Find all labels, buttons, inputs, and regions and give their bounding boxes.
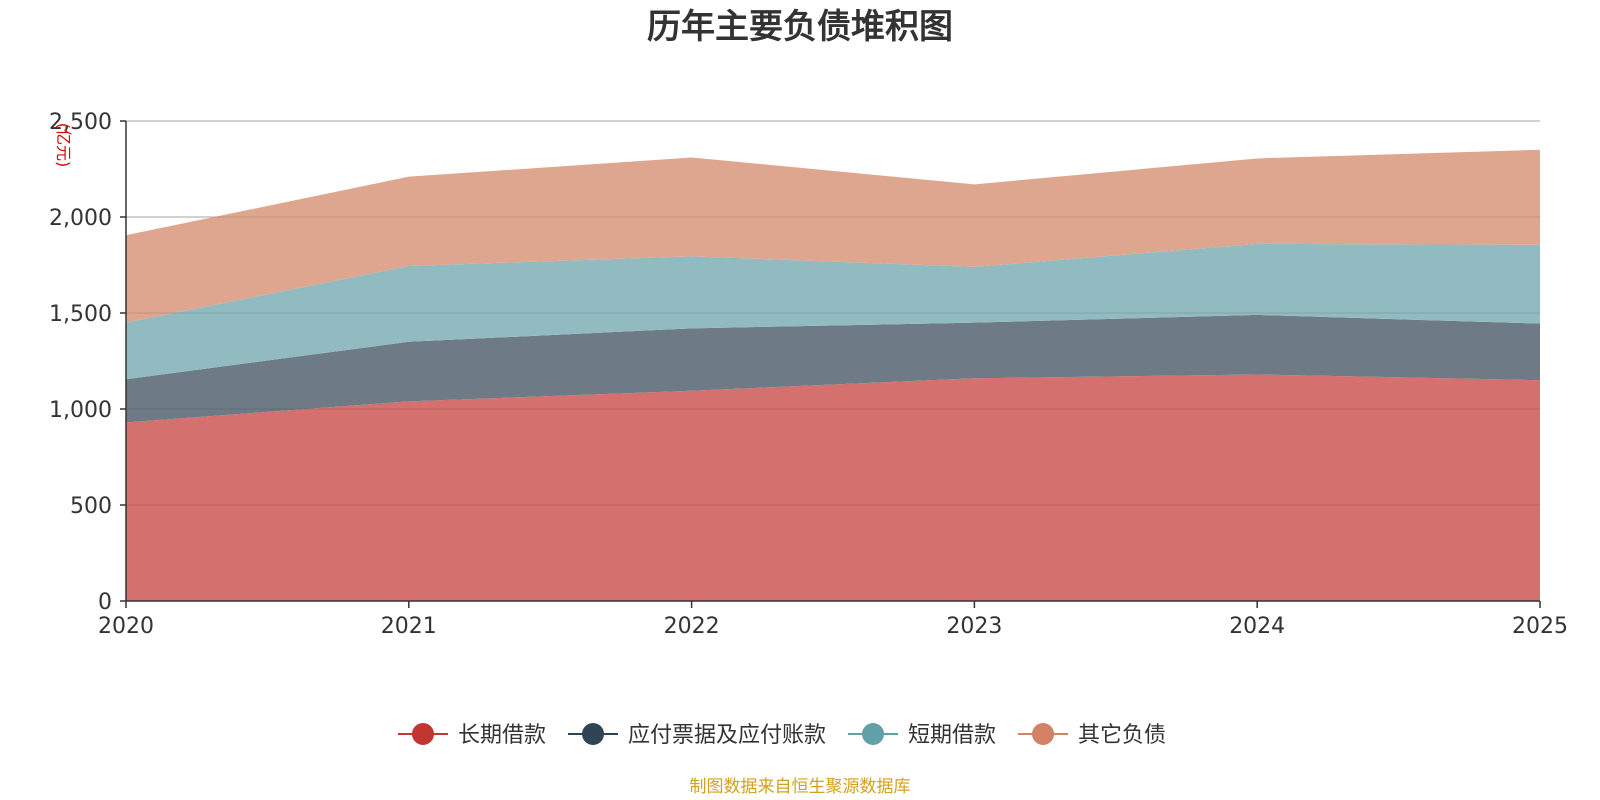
y-tick-label: 1,000: [49, 398, 112, 423]
y-tick-label: 500: [70, 494, 112, 519]
area-series-4: [126, 149, 1540, 323]
legend-item-2[interactable]: 应付票据及应付账款: [568, 723, 826, 748]
legend-label: 短期借款: [908, 723, 996, 748]
x-tick-label: 2021: [381, 614, 437, 639]
legend-marker: [862, 723, 885, 745]
x-tick-label: 2023: [946, 614, 1002, 639]
x-tick-label: 2022: [664, 614, 720, 639]
legend-marker: [582, 723, 605, 745]
y-tick-label: 2,000: [49, 206, 112, 231]
legend-marker: [1032, 723, 1055, 745]
legend-item-1[interactable]: 长期借款: [398, 723, 546, 748]
axes: 0 500 1,000 1,500 2,000 2,500 2020 2021 2022 2023…: [49, 110, 1568, 639]
source-note: 制图数据来自恒生聚源数据库: [690, 777, 911, 797]
x-tick-label: 2020: [98, 614, 154, 639]
area-series: [126, 120, 1540, 601]
y-tick-label: 1,500: [49, 302, 112, 327]
chart-title: 历年主要负债堆积图: [647, 7, 953, 47]
x-tick-label: 2025: [1512, 614, 1568, 639]
y-axis-unit-label: (亿元): [54, 123, 73, 168]
area-series-2: [126, 314, 1540, 423]
y-tick-label: 2,500: [49, 110, 112, 135]
x-tick-label: 2024: [1229, 614, 1285, 639]
area-series-1: [126, 374, 1540, 601]
legend-label: 其它负债: [1078, 723, 1166, 748]
legend-item-3[interactable]: 短期借款: [848, 723, 996, 748]
legend-label: 长期借款: [458, 723, 546, 748]
area-series-3: [126, 243, 1540, 380]
legend-label: 应付票据及应付账款: [628, 723, 826, 748]
legend-marker: [412, 723, 434, 745]
legend: 长期借款 应付票据及应付账款 短期借款 其它负债: [398, 723, 1166, 748]
y-tick-label: 0: [98, 590, 112, 615]
legend-item-4[interactable]: 其它负债: [1018, 723, 1166, 748]
